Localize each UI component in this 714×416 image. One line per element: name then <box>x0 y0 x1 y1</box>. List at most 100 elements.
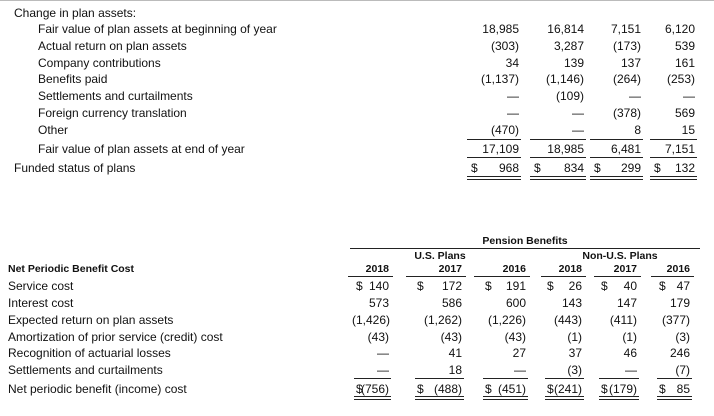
cell-value: 41 <box>448 346 462 360</box>
cell-value: 246 <box>669 346 690 360</box>
underline <box>650 157 697 158</box>
cell-value: 47 <box>676 279 690 293</box>
cell-value: 7,151 <box>610 22 641 36</box>
row-label: Fair value of plan assets at beginning o… <box>38 22 277 36</box>
cell-value: — <box>625 363 637 377</box>
cell-value: 34 <box>505 56 519 70</box>
cell-value: 7,151 <box>664 142 695 156</box>
currency: $ <box>601 382 608 396</box>
currency: $ <box>471 161 478 175</box>
underline <box>467 157 521 158</box>
double-underline <box>415 396 464 400</box>
header-rule <box>474 276 530 277</box>
cell-value: (1,262) <box>423 313 462 327</box>
underline <box>415 378 464 379</box>
cell-value: 573 <box>368 296 389 310</box>
cell-value: 968 <box>498 161 519 175</box>
underline <box>545 378 584 379</box>
currency: $ <box>356 382 363 396</box>
row-label: Other <box>38 123 69 137</box>
cell-value: 191 <box>505 279 526 293</box>
cell-value: — <box>507 89 519 103</box>
row-label: Actual return on plan assets <box>38 39 187 53</box>
cell-value: — <box>514 363 526 377</box>
cell-value: (179) <box>608 382 637 396</box>
cell-value: (451) <box>497 382 526 396</box>
cell-value: 27 <box>512 346 526 360</box>
cell-value: (1,226) <box>487 313 526 327</box>
currency: $ <box>601 279 608 293</box>
cell-value: — <box>572 106 584 120</box>
row-label: Funded status of plans <box>14 161 136 175</box>
header-rule <box>350 248 700 249</box>
underline <box>590 139 643 140</box>
underline <box>530 139 586 140</box>
cell-value: (470) <box>490 123 519 137</box>
cell-value: (1) <box>567 330 582 344</box>
row-label: Foreign currency translation <box>38 106 187 120</box>
cell-value: 37 <box>568 346 582 360</box>
year-header: 2017 <box>613 263 637 275</box>
header-rule <box>594 276 641 277</box>
cell-value: (43) <box>367 330 389 344</box>
year-header: 2016 <box>502 263 526 275</box>
cell-value: 147 <box>616 296 637 310</box>
cell-value: (43) <box>440 330 462 344</box>
underline <box>483 378 528 379</box>
cell-value: (488) <box>433 382 462 396</box>
row-label: Expected return on plan assets <box>8 313 174 327</box>
header-rule <box>541 276 586 277</box>
cell-value: (173) <box>612 39 641 53</box>
row-header: Net Periodic Benefit Cost <box>8 263 135 275</box>
cell-value: (378) <box>612 106 641 120</box>
cell-value: (264) <box>612 72 641 86</box>
plan-group: U.S. Plans <box>414 250 466 262</box>
cell-value: 85 <box>676 382 690 396</box>
cell-value: (109) <box>555 89 584 103</box>
underline <box>530 157 586 158</box>
cell-value: 569 <box>674 106 695 120</box>
cell-value: — <box>683 89 695 103</box>
cell-value: 3,287 <box>553 39 584 53</box>
currency: $ <box>547 279 554 293</box>
cell-value: (1,426) <box>352 313 391 327</box>
cell-value: 834 <box>563 161 584 175</box>
double-underline <box>545 396 584 400</box>
header-rule <box>651 276 694 277</box>
cell-value: 161 <box>674 56 695 70</box>
cell-value: 8 <box>634 123 641 137</box>
row-label: Service cost <box>8 279 74 293</box>
double-underline <box>483 396 528 400</box>
underline <box>657 378 692 379</box>
cell-value: 18,985 <box>547 142 584 156</box>
row-label: Settlements and curtailments <box>38 89 193 103</box>
year-header: 2016 <box>666 263 690 275</box>
header-rule <box>406 276 466 277</box>
cell-value: 299 <box>620 161 641 175</box>
double-underline <box>530 176 586 180</box>
row-label: Settlements and curtailments <box>8 363 163 377</box>
cell-value: 26 <box>568 279 582 293</box>
cell-value: 600 <box>505 296 526 310</box>
cell-value: (1,137) <box>480 72 519 86</box>
cell-value: (1) <box>622 330 637 344</box>
cell-value: — <box>377 346 389 360</box>
currency: $ <box>654 161 661 175</box>
cell-value: 6,481 <box>610 142 641 156</box>
underline <box>590 157 643 158</box>
row-label: Interest cost <box>8 296 74 310</box>
currency: $ <box>547 382 554 396</box>
plan-group: Non-U.S. Plans <box>582 250 658 262</box>
row-label: Amortization of prior service (credit) c… <box>8 330 223 344</box>
underline <box>467 139 521 140</box>
double-underline <box>354 396 391 400</box>
row-label: Net periodic benefit (income) cost <box>8 382 187 396</box>
cell-value: — <box>629 89 641 103</box>
cell-value: (443) <box>553 313 582 327</box>
currency: $ <box>485 279 492 293</box>
cell-value: 586 <box>441 296 462 310</box>
currency: $ <box>534 161 541 175</box>
cell-value: (3) <box>675 330 690 344</box>
cell-value: 132 <box>674 161 695 175</box>
